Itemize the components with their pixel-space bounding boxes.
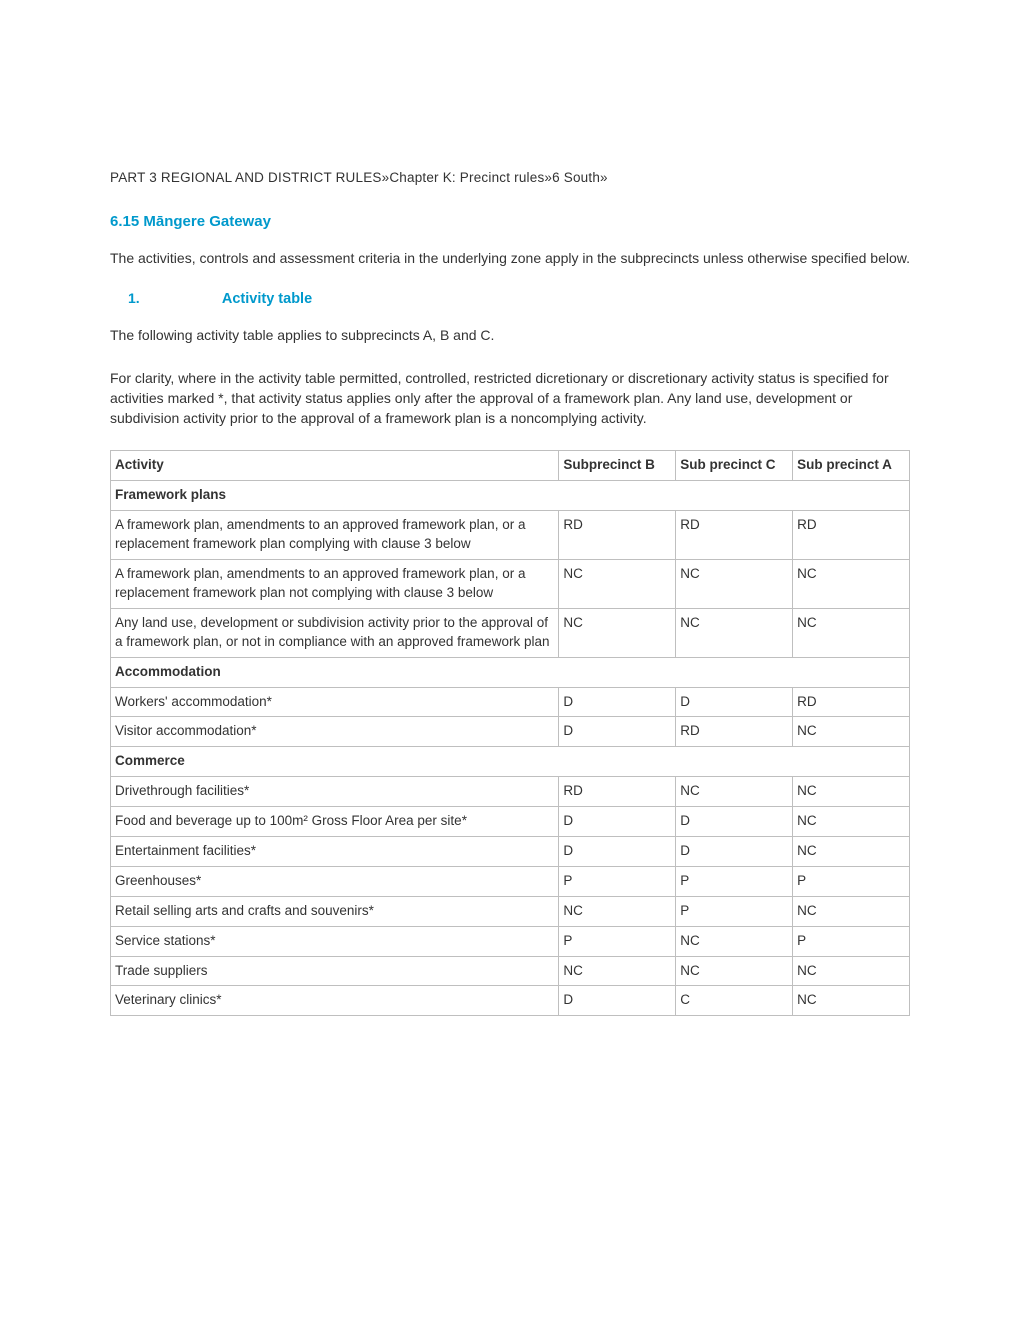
status-cell: RD bbox=[559, 777, 676, 807]
col-header-subprecinct-c: Sub precinct C bbox=[676, 451, 793, 481]
subsection-title: Activity table bbox=[222, 291, 312, 307]
activity-cell: Retail selling arts and crafts and souve… bbox=[111, 896, 559, 926]
status-cell: P bbox=[559, 866, 676, 896]
col-header-activity: Activity bbox=[111, 451, 559, 481]
status-cell: RD bbox=[793, 687, 910, 717]
table-row: A framework plan, amendments to an appro… bbox=[111, 560, 910, 609]
table-header: Activity Subprecinct B Sub precinct C Su… bbox=[111, 451, 910, 481]
activity-cell: Drivethrough facilities* bbox=[111, 777, 559, 807]
status-cell: D bbox=[559, 687, 676, 717]
activity-cell: Workers' accommodation* bbox=[111, 687, 559, 717]
status-cell: P bbox=[559, 926, 676, 956]
status-cell: RD bbox=[676, 511, 793, 560]
activity-cell: A framework plan, amendments to an appro… bbox=[111, 560, 559, 609]
table-row: Visitor accommodation*DRDNC bbox=[111, 717, 910, 747]
status-cell: NC bbox=[793, 986, 910, 1016]
status-cell: NC bbox=[676, 608, 793, 657]
status-cell: D bbox=[676, 836, 793, 866]
section-heading: 6.15 Māngere Gateway bbox=[110, 213, 910, 230]
table-row: Drivethrough facilities*RDNCNC bbox=[111, 777, 910, 807]
subsection-number: 1. bbox=[110, 290, 218, 306]
table-row: Trade suppliersNCNCNC bbox=[111, 956, 910, 986]
status-cell: P bbox=[676, 866, 793, 896]
paragraph-2: The following activity table applies to … bbox=[110, 325, 910, 345]
subsection-heading: 1. Activity table bbox=[110, 290, 910, 307]
table-row: Retail selling arts and crafts and souve… bbox=[111, 896, 910, 926]
activity-cell: Greenhouses* bbox=[111, 866, 559, 896]
status-cell: P bbox=[793, 866, 910, 896]
status-cell: RD bbox=[793, 511, 910, 560]
status-cell: NC bbox=[793, 956, 910, 986]
status-cell: C bbox=[676, 986, 793, 1016]
table-row: A framework plan, amendments to an appro… bbox=[111, 511, 910, 560]
activity-cell: Entertainment facilities* bbox=[111, 836, 559, 866]
status-cell: D bbox=[559, 836, 676, 866]
table-row: Entertainment facilities*DDNC bbox=[111, 836, 910, 866]
status-cell: D bbox=[559, 986, 676, 1016]
table-section-row: Framework plans bbox=[111, 481, 910, 511]
status-cell: NC bbox=[559, 896, 676, 926]
activity-cell: Any land use, development or subdivision… bbox=[111, 608, 559, 657]
paragraph-3: For clarity, where in the activity table… bbox=[110, 368, 910, 429]
table-section-label: Commerce bbox=[111, 747, 910, 777]
activity-cell: A framework plan, amendments to an appro… bbox=[111, 511, 559, 560]
status-cell: NC bbox=[793, 777, 910, 807]
breadcrumb: PART 3 REGIONAL AND DISTRICT RULES»Chapt… bbox=[110, 170, 910, 185]
intro-paragraph: The activities, controls and assessment … bbox=[110, 248, 910, 268]
table-row: Food and beverage up to 100m² Gross Floo… bbox=[111, 807, 910, 837]
activity-cell: Veterinary clinics* bbox=[111, 986, 559, 1016]
activity-cell: Food and beverage up to 100m² Gross Floo… bbox=[111, 807, 559, 837]
col-header-subprecinct-b: Subprecinct B bbox=[559, 451, 676, 481]
table-row: Veterinary clinics*DCNC bbox=[111, 986, 910, 1016]
status-cell: NC bbox=[793, 560, 910, 609]
status-cell: P bbox=[676, 896, 793, 926]
col-header-subprecinct-a: Sub precinct A bbox=[793, 451, 910, 481]
status-cell: D bbox=[559, 717, 676, 747]
status-cell: NC bbox=[676, 926, 793, 956]
status-cell: NC bbox=[793, 836, 910, 866]
status-cell: NC bbox=[559, 608, 676, 657]
status-cell: NC bbox=[793, 896, 910, 926]
activity-cell: Trade suppliers bbox=[111, 956, 559, 986]
status-cell: RD bbox=[559, 511, 676, 560]
table-section-label: Framework plans bbox=[111, 481, 910, 511]
status-cell: NC bbox=[559, 956, 676, 986]
status-cell: NC bbox=[676, 560, 793, 609]
table-section-row: Commerce bbox=[111, 747, 910, 777]
table-row: Service stations*PNCP bbox=[111, 926, 910, 956]
table-row: Any land use, development or subdivision… bbox=[111, 608, 910, 657]
table-body: Framework plansA framework plan, amendme… bbox=[111, 481, 910, 1016]
status-cell: RD bbox=[676, 717, 793, 747]
activity-cell: Visitor accommodation* bbox=[111, 717, 559, 747]
page-container: PART 3 REGIONAL AND DISTRICT RULES»Chapt… bbox=[0, 0, 1020, 1076]
status-cell: NC bbox=[559, 560, 676, 609]
table-header-row: Activity Subprecinct B Sub precinct C Su… bbox=[111, 451, 910, 481]
status-cell: NC bbox=[793, 608, 910, 657]
status-cell: NC bbox=[793, 717, 910, 747]
status-cell: D bbox=[676, 687, 793, 717]
table-section-row: Accommodation bbox=[111, 657, 910, 687]
table-row: Workers' accommodation*DDRD bbox=[111, 687, 910, 717]
table-section-label: Accommodation bbox=[111, 657, 910, 687]
table-row: Greenhouses*PPP bbox=[111, 866, 910, 896]
status-cell: NC bbox=[793, 807, 910, 837]
status-cell: D bbox=[676, 807, 793, 837]
status-cell: D bbox=[559, 807, 676, 837]
activity-cell: Service stations* bbox=[111, 926, 559, 956]
status-cell: NC bbox=[676, 956, 793, 986]
status-cell: NC bbox=[676, 777, 793, 807]
activity-table: Activity Subprecinct B Sub precinct C Su… bbox=[110, 450, 910, 1016]
status-cell: P bbox=[793, 926, 910, 956]
